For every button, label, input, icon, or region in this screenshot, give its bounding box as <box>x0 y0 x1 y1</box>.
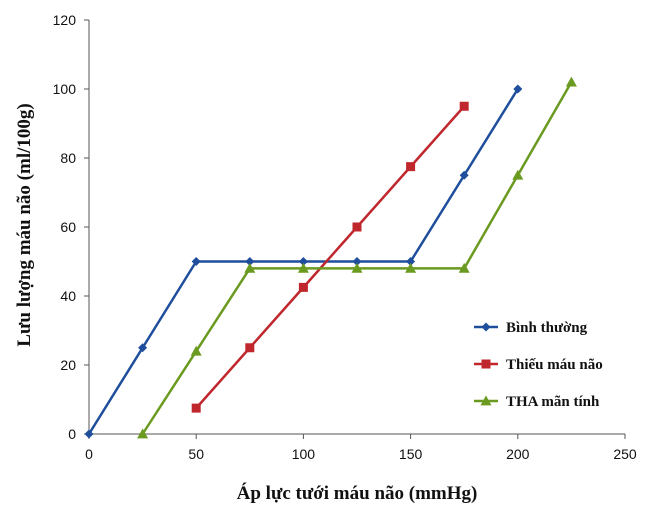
legend-marker <box>480 395 492 406</box>
data-point <box>138 343 148 353</box>
data-point <box>352 222 362 232</box>
legend: Bình thường Thiếu máu não THA mãn tính <box>474 320 603 410</box>
x-axis-ticks: 0 50 100 150 200 250 <box>85 434 637 462</box>
data-point <box>565 76 577 87</box>
data-point <box>458 262 470 273</box>
data-point <box>513 84 523 94</box>
y-axis-ticks: 0 20 40 60 80 100 120 <box>53 12 89 442</box>
data-point <box>406 162 416 172</box>
legend-item: Thiếu máu não <box>474 357 603 373</box>
y-tick-label: 40 <box>60 288 76 304</box>
data-point <box>191 257 201 266</box>
data-point <box>244 262 256 273</box>
legend-label: Bình thường <box>506 320 588 336</box>
x-tick-label: 100 <box>292 446 316 462</box>
y-axis-title: Lưu lượng máu não (ml/100g) <box>14 103 35 346</box>
legend-marker <box>481 359 491 369</box>
data-point <box>512 169 524 180</box>
x-axis-title: Áp lực tưới máu não (mmHg) <box>237 482 478 504</box>
data-point <box>459 170 469 180</box>
data-point <box>405 262 417 273</box>
y-tick-label: 120 <box>53 12 77 28</box>
data-point <box>297 262 309 273</box>
y-tick-label: 80 <box>60 150 76 166</box>
data-point <box>137 428 149 439</box>
data-point <box>190 345 202 356</box>
y-tick-label: 100 <box>53 81 77 97</box>
data-point <box>351 262 363 273</box>
series-line <box>195 105 466 409</box>
series-1 <box>84 84 523 439</box>
legend-label: THA mãn tính <box>506 394 600 410</box>
x-tick-label: 0 <box>85 446 93 462</box>
legend-item: Bình thường <box>474 320 588 336</box>
data-point <box>84 429 94 439</box>
data-point <box>191 403 201 413</box>
legend-item: THA mãn tính <box>474 394 600 410</box>
series-layer <box>84 76 577 439</box>
data-point <box>298 257 308 266</box>
data-point <box>245 343 255 353</box>
data-point <box>406 257 416 266</box>
data-point <box>298 282 308 292</box>
x-tick-label: 200 <box>506 446 530 462</box>
x-tick-label: 250 <box>613 446 637 462</box>
y-tick-label: 60 <box>60 219 76 235</box>
series-2 <box>191 101 469 413</box>
data-point <box>459 101 469 111</box>
legend-label: Thiếu máu não <box>506 357 603 373</box>
x-tick-label: 150 <box>399 446 423 462</box>
data-point <box>245 257 255 266</box>
x-tick-label: 50 <box>188 446 204 462</box>
y-tick-label: 0 <box>68 426 76 442</box>
legend-marker <box>481 322 491 332</box>
series-3 <box>137 76 577 439</box>
data-point <box>352 257 362 266</box>
y-tick-label: 20 <box>60 357 76 373</box>
